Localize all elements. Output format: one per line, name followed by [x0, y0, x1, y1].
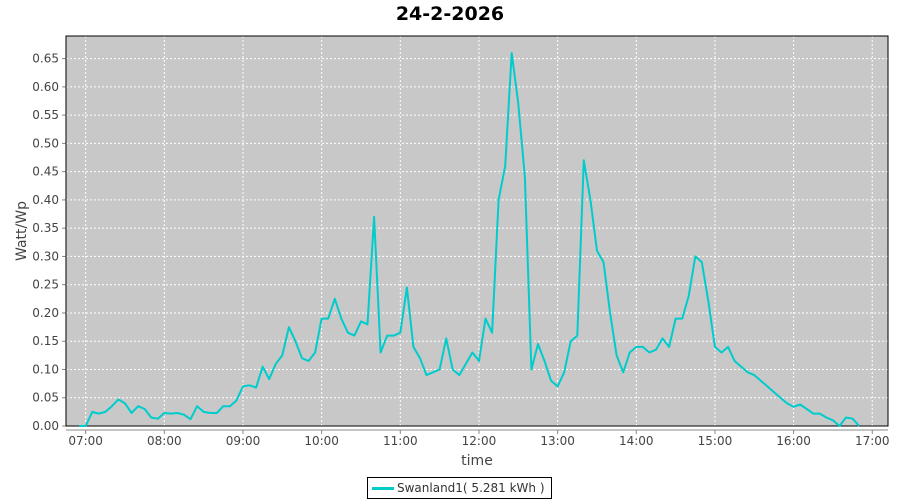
y-tick-label: 0.60 [32, 80, 59, 94]
legend-swatch [372, 486, 394, 490]
y-axis-label: Watt/Wp [14, 201, 30, 261]
legend-label: Swanland1( 5.281 kWh ) [397, 481, 545, 495]
x-tick-label: 12:00 [462, 434, 497, 448]
x-tick-label: 09:00 [226, 434, 261, 448]
y-tick-label: 0.65 [32, 52, 59, 66]
x-tick-label: 11:00 [383, 434, 418, 448]
y-tick-label: 0.10 [32, 362, 59, 376]
x-tick-label: 10:00 [304, 434, 339, 448]
y-tick-label: 0.20 [32, 306, 59, 320]
legend: Swanland1( 5.281 kWh ) [367, 477, 552, 499]
x-tick-label: 15:00 [698, 434, 733, 448]
y-tick-label: 0.45 [32, 165, 59, 179]
y-tick-label: 0.30 [32, 249, 59, 263]
x-tick-label: 07:00 [68, 434, 103, 448]
x-tick-label: 13:00 [540, 434, 575, 448]
series-line-swanland1 [79, 52, 860, 427]
y-tick-label: 0.00 [32, 419, 59, 433]
y-tick-label: 0.40 [32, 193, 59, 207]
y-tick-label: 0.05 [32, 391, 59, 405]
x-axis-label: time [461, 453, 493, 469]
y-tick-label: 0.25 [32, 278, 59, 292]
y-tick-label: 0.35 [32, 221, 59, 235]
y-tick-label: 0.55 [32, 108, 59, 122]
x-tick-label: 17:00 [855, 434, 890, 448]
y-tick-label: 0.50 [32, 136, 59, 150]
y-tick-label: 0.15 [32, 334, 59, 348]
x-tick-label: 14:00 [619, 434, 654, 448]
chart-title: 24-2-2026 [395, 3, 505, 25]
x-tick-label: 08:00 [147, 434, 182, 448]
plot-area [66, 36, 888, 426]
plot-border [65, 35, 889, 427]
x-tick-label: 16:00 [776, 434, 811, 448]
